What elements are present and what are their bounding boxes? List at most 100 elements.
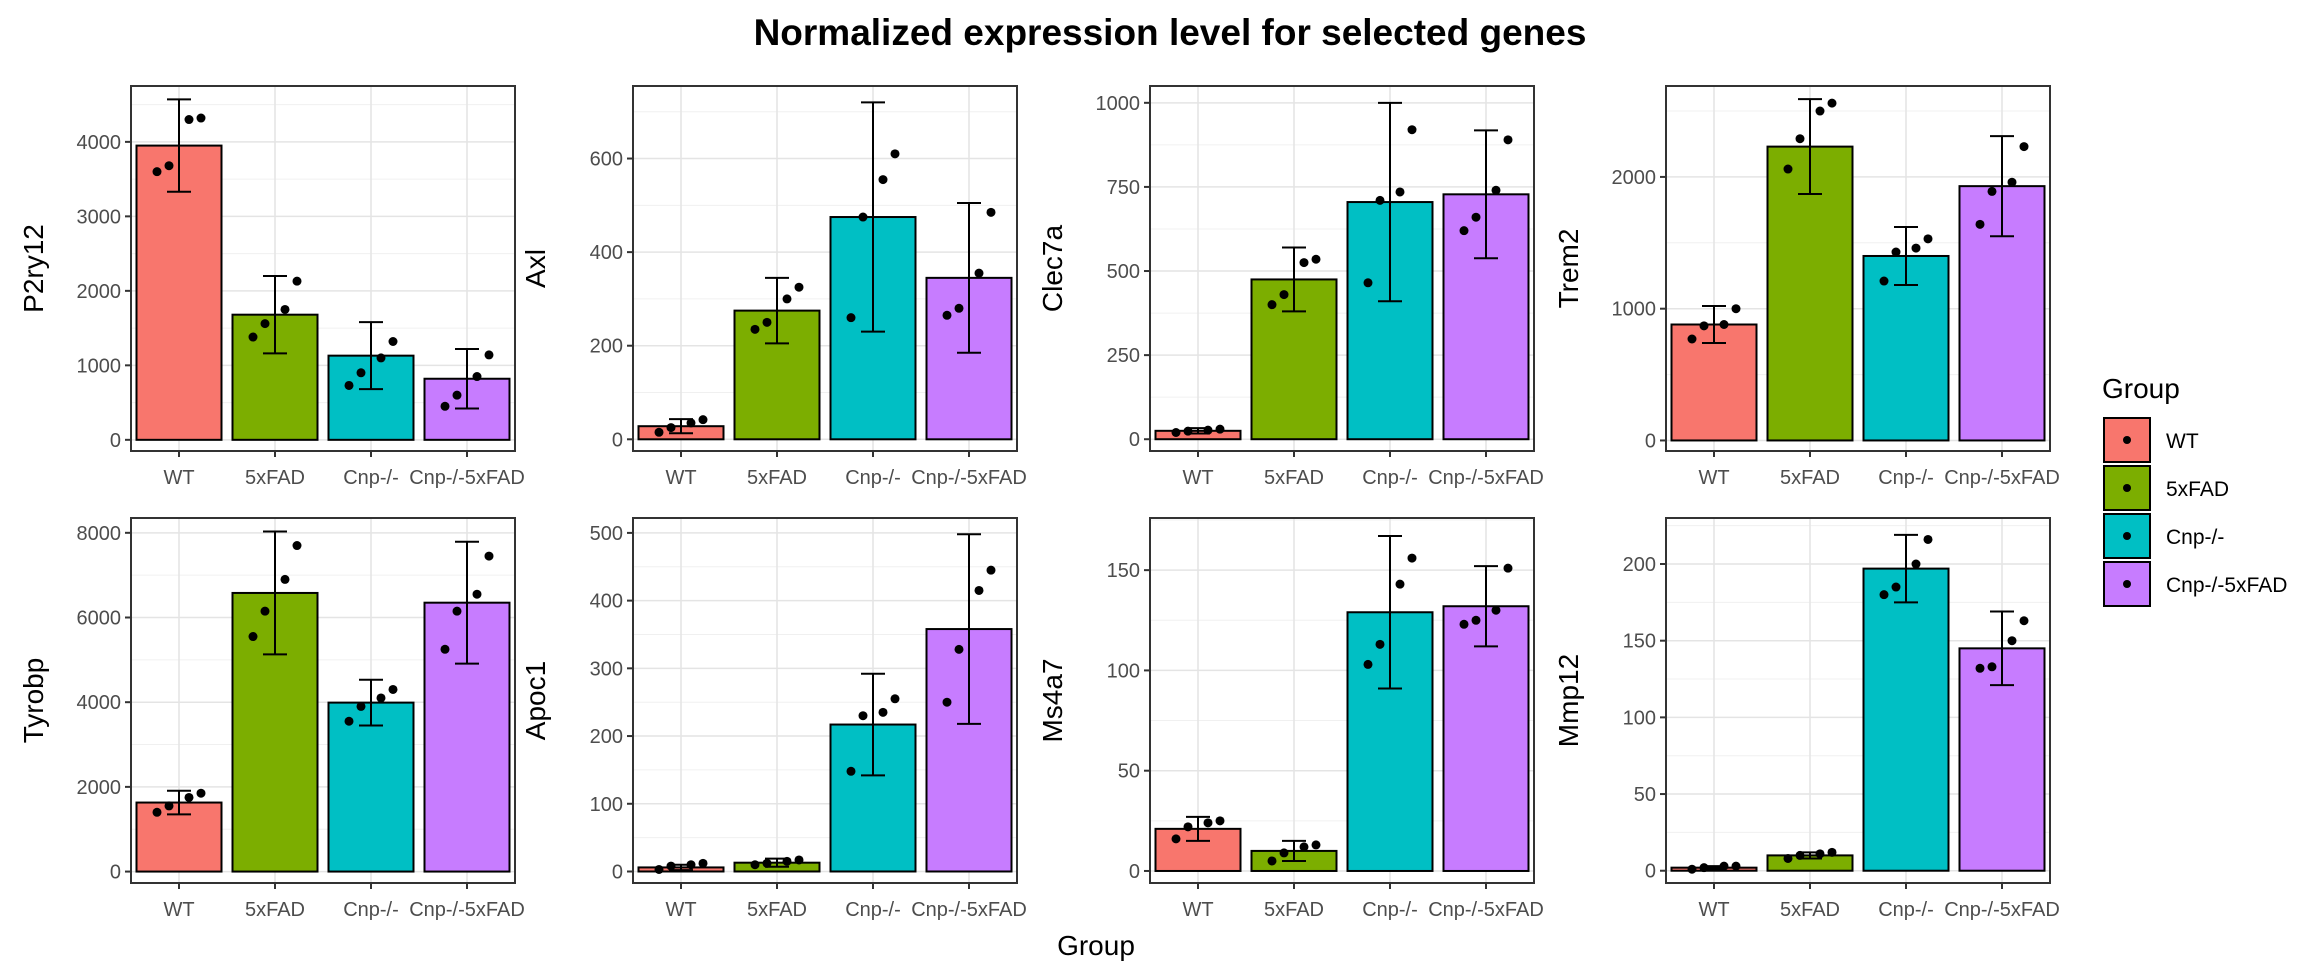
panel-mmp12: 0 50 100 150 200 WT 5xFAD Cnp-/- Cnp-/-5xFAD Mmp1… [1553, 517, 2060, 921]
data-point [1911, 243, 1921, 253]
x-tick-label: Cnp-/-5xFAD [911, 467, 1027, 489]
data-point [1183, 822, 1193, 832]
y-tick-label: 0 [1645, 430, 1656, 452]
x-tick-label: Cnp-/- [1362, 467, 1418, 489]
y-tick-label: 500 [590, 523, 623, 545]
legend: Group WT 5xFAD Cnp-/- Cnp-/-5xFAD [2102, 373, 2287, 607]
error-bar [1474, 129, 1498, 260]
x-tick-label: Cnp-/- [1362, 899, 1418, 921]
error-bar [765, 276, 789, 345]
data-point [686, 860, 696, 870]
data-point [260, 319, 270, 329]
data-point [1363, 278, 1373, 288]
data-point [1171, 834, 1181, 844]
y-tick-label: 100 [590, 794, 623, 816]
data-point [794, 282, 804, 292]
y-tick-label: 0 [110, 430, 121, 452]
y-tick-label: 400 [590, 591, 623, 613]
data-point [1363, 659, 1373, 669]
error-bar [1378, 535, 1402, 690]
data-point [1503, 563, 1513, 573]
panel-apoc1: 0 100 200 300 400 500 WT 5xFAD Cnp-/- Cnp-/-5xFAD… [520, 517, 1027, 921]
x-tick-label: WT [1182, 467, 1213, 489]
x-tick-label: WT [1698, 467, 1729, 489]
y-tick-label: 2000 [77, 281, 122, 303]
data-point [1459, 619, 1469, 629]
data-point [1687, 334, 1697, 344]
y-tick-label: 0 [1129, 429, 1140, 451]
data-point [2007, 636, 2017, 646]
y-tick-label: 200 [590, 336, 623, 358]
legend-entry-cnp-5xfad: Cnp-/-5xFAD [2103, 561, 2287, 607]
y-tick-label: 0 [612, 861, 623, 883]
x-tick-label: Cnp-/- [845, 899, 901, 921]
error-bar [167, 789, 191, 816]
data-point [890, 694, 900, 704]
y-tick-label: 2000 [77, 777, 122, 799]
data-point [1471, 212, 1481, 222]
data-point [1183, 426, 1193, 436]
y-tick-label: 150 [1107, 560, 1140, 582]
data-point [260, 606, 270, 616]
y-tick-label: 200 [1623, 554, 1656, 576]
data-point [184, 792, 194, 802]
x-tick-label: WT [665, 467, 696, 489]
data-point [484, 350, 494, 360]
data-point [1375, 195, 1385, 205]
error-bar [1894, 225, 1918, 286]
y-axis-title: Clec7a [1037, 225, 1068, 313]
data-point [1891, 247, 1901, 257]
panel-border [1665, 517, 2051, 884]
x-tick-label: Cnp-/-5xFAD [409, 467, 525, 489]
data-point [1267, 300, 1277, 310]
y-tick-label: 100 [1623, 707, 1656, 729]
x-tick-label: Cnp-/- [343, 467, 399, 489]
data-point [698, 415, 708, 425]
data-point [164, 801, 174, 811]
data-point [1783, 164, 1793, 174]
x-tick-label: WT [1698, 899, 1729, 921]
data-point [782, 856, 792, 866]
data-point [762, 858, 772, 868]
y-tick-label: 4000 [77, 132, 122, 154]
data-point [2019, 142, 2029, 152]
data-point [1815, 849, 1825, 859]
data-point [1923, 234, 1933, 244]
x-tick-label: Cnp-/-5xFAD [409, 899, 525, 921]
data-point [1311, 840, 1321, 850]
data-point [1407, 125, 1417, 135]
legend-dot-wt [2123, 436, 2131, 444]
data-point [1731, 304, 1741, 314]
legend-label-cnp-5xfad: Cnp-/-5xFAD [2166, 574, 2287, 597]
data-point [1215, 424, 1225, 434]
data-point [890, 149, 900, 159]
data-point [954, 303, 964, 313]
y-axis-title: Trem2 [1553, 229, 1584, 309]
data-point [846, 313, 856, 323]
error-bar [263, 274, 287, 355]
data-point [452, 606, 462, 616]
error-bar [263, 530, 287, 656]
y-tick-label: 2000 [1612, 167, 1657, 189]
y-tick-label: 1000 [77, 355, 122, 377]
data-point [1827, 98, 1837, 108]
data-point [356, 701, 366, 711]
data-point [356, 368, 366, 378]
data-point [1923, 534, 1933, 544]
legend-key-wt [2103, 417, 2151, 463]
legend-label-wt: WT [2166, 430, 2199, 453]
legend-entry-cnp: Cnp-/- [2103, 513, 2224, 559]
data-point [942, 697, 952, 707]
data-point [440, 401, 450, 411]
error-bar [1282, 246, 1306, 313]
data-point [164, 161, 174, 171]
error-bar [1990, 610, 2014, 687]
bar-cnp-/- [1862, 567, 1950, 872]
data-point [974, 585, 984, 595]
data-point [152, 167, 162, 177]
data-point [974, 268, 984, 278]
data-point [1879, 590, 1889, 600]
data-point [344, 716, 354, 726]
